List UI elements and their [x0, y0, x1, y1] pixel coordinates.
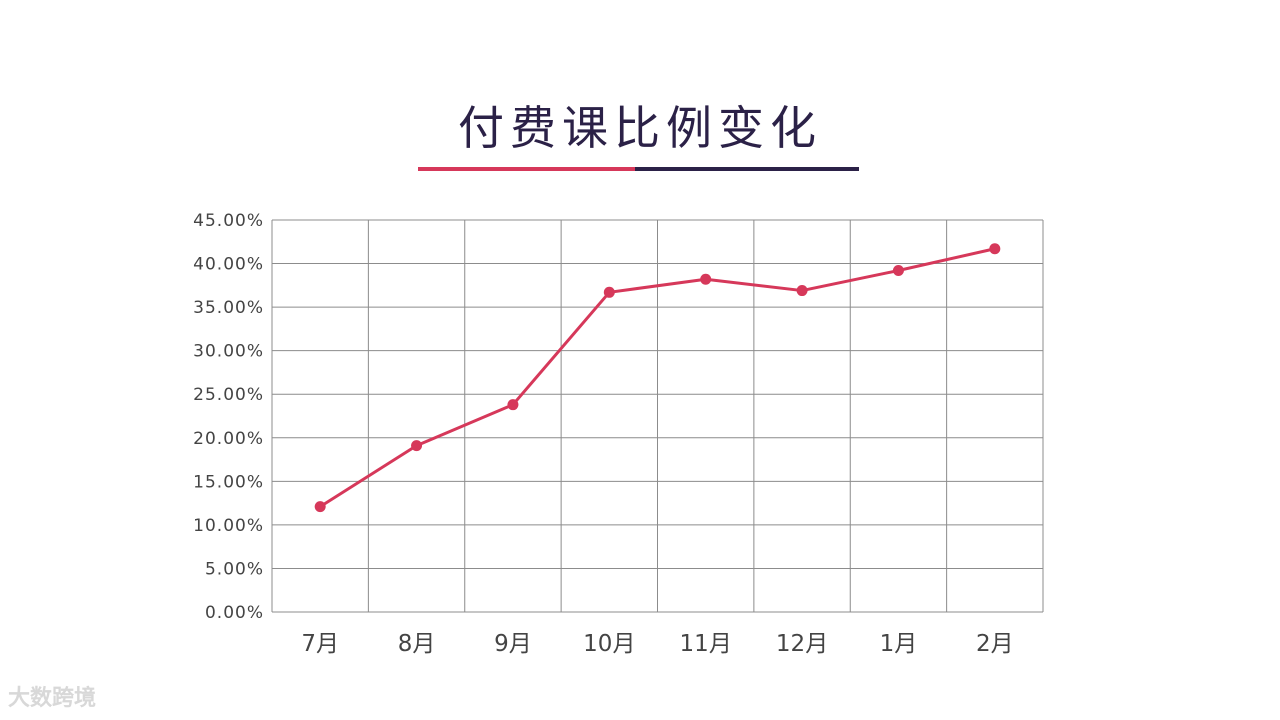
data-point [989, 243, 1001, 255]
watermark: 大数跨境 [8, 686, 97, 711]
x-tick-label: 11月 [680, 631, 732, 657]
y-tick-label: 5.00% [205, 559, 264, 579]
x-tick-label: 9月 [494, 631, 532, 657]
y-tick-label: 25.00% [193, 385, 264, 405]
x-tick-label: 12月 [776, 631, 828, 657]
series-line [319, 247, 996, 508]
title-underline-accent [418, 167, 635, 171]
y-tick-label: 15.00% [193, 472, 264, 492]
y-tick-label: 10.00% [193, 516, 264, 536]
x-tick-label: 8月 [398, 631, 436, 657]
y-tick-label: 45.00% [193, 211, 264, 231]
data-point [796, 285, 808, 297]
chart-series [314, 243, 1001, 513]
x-tick-label: 7月 [301, 631, 339, 657]
y-axis-ticks: 0.00% 5.00% 10.00% 15.00% 20.00% 25.00% 30.00%… [193, 211, 264, 623]
x-axis-ticks: 7月 8月 9月 10月 11月 12月 1月 2月 [301, 631, 1013, 657]
y-tick-label: 40.00% [193, 255, 264, 275]
title-underline-base [635, 167, 859, 171]
data-point [700, 273, 712, 285]
data-point [507, 399, 519, 411]
chart-grid [271, 219, 1044, 613]
x-tick-label: 2月 [976, 631, 1014, 657]
chart-title: 付费课比例变化 [458, 101, 822, 155]
data-point [892, 265, 904, 277]
y-tick-label: 0.00% [205, 603, 264, 623]
x-tick-label: 10月 [583, 631, 635, 657]
x-tick-label: 1月 [880, 631, 918, 657]
y-tick-label: 35.00% [193, 298, 264, 318]
y-tick-label: 20.00% [193, 429, 264, 449]
title-underline [418, 167, 859, 171]
data-point [603, 286, 615, 298]
y-tick-label: 30.00% [193, 342, 264, 362]
data-point [314, 501, 326, 513]
data-point [411, 440, 423, 452]
